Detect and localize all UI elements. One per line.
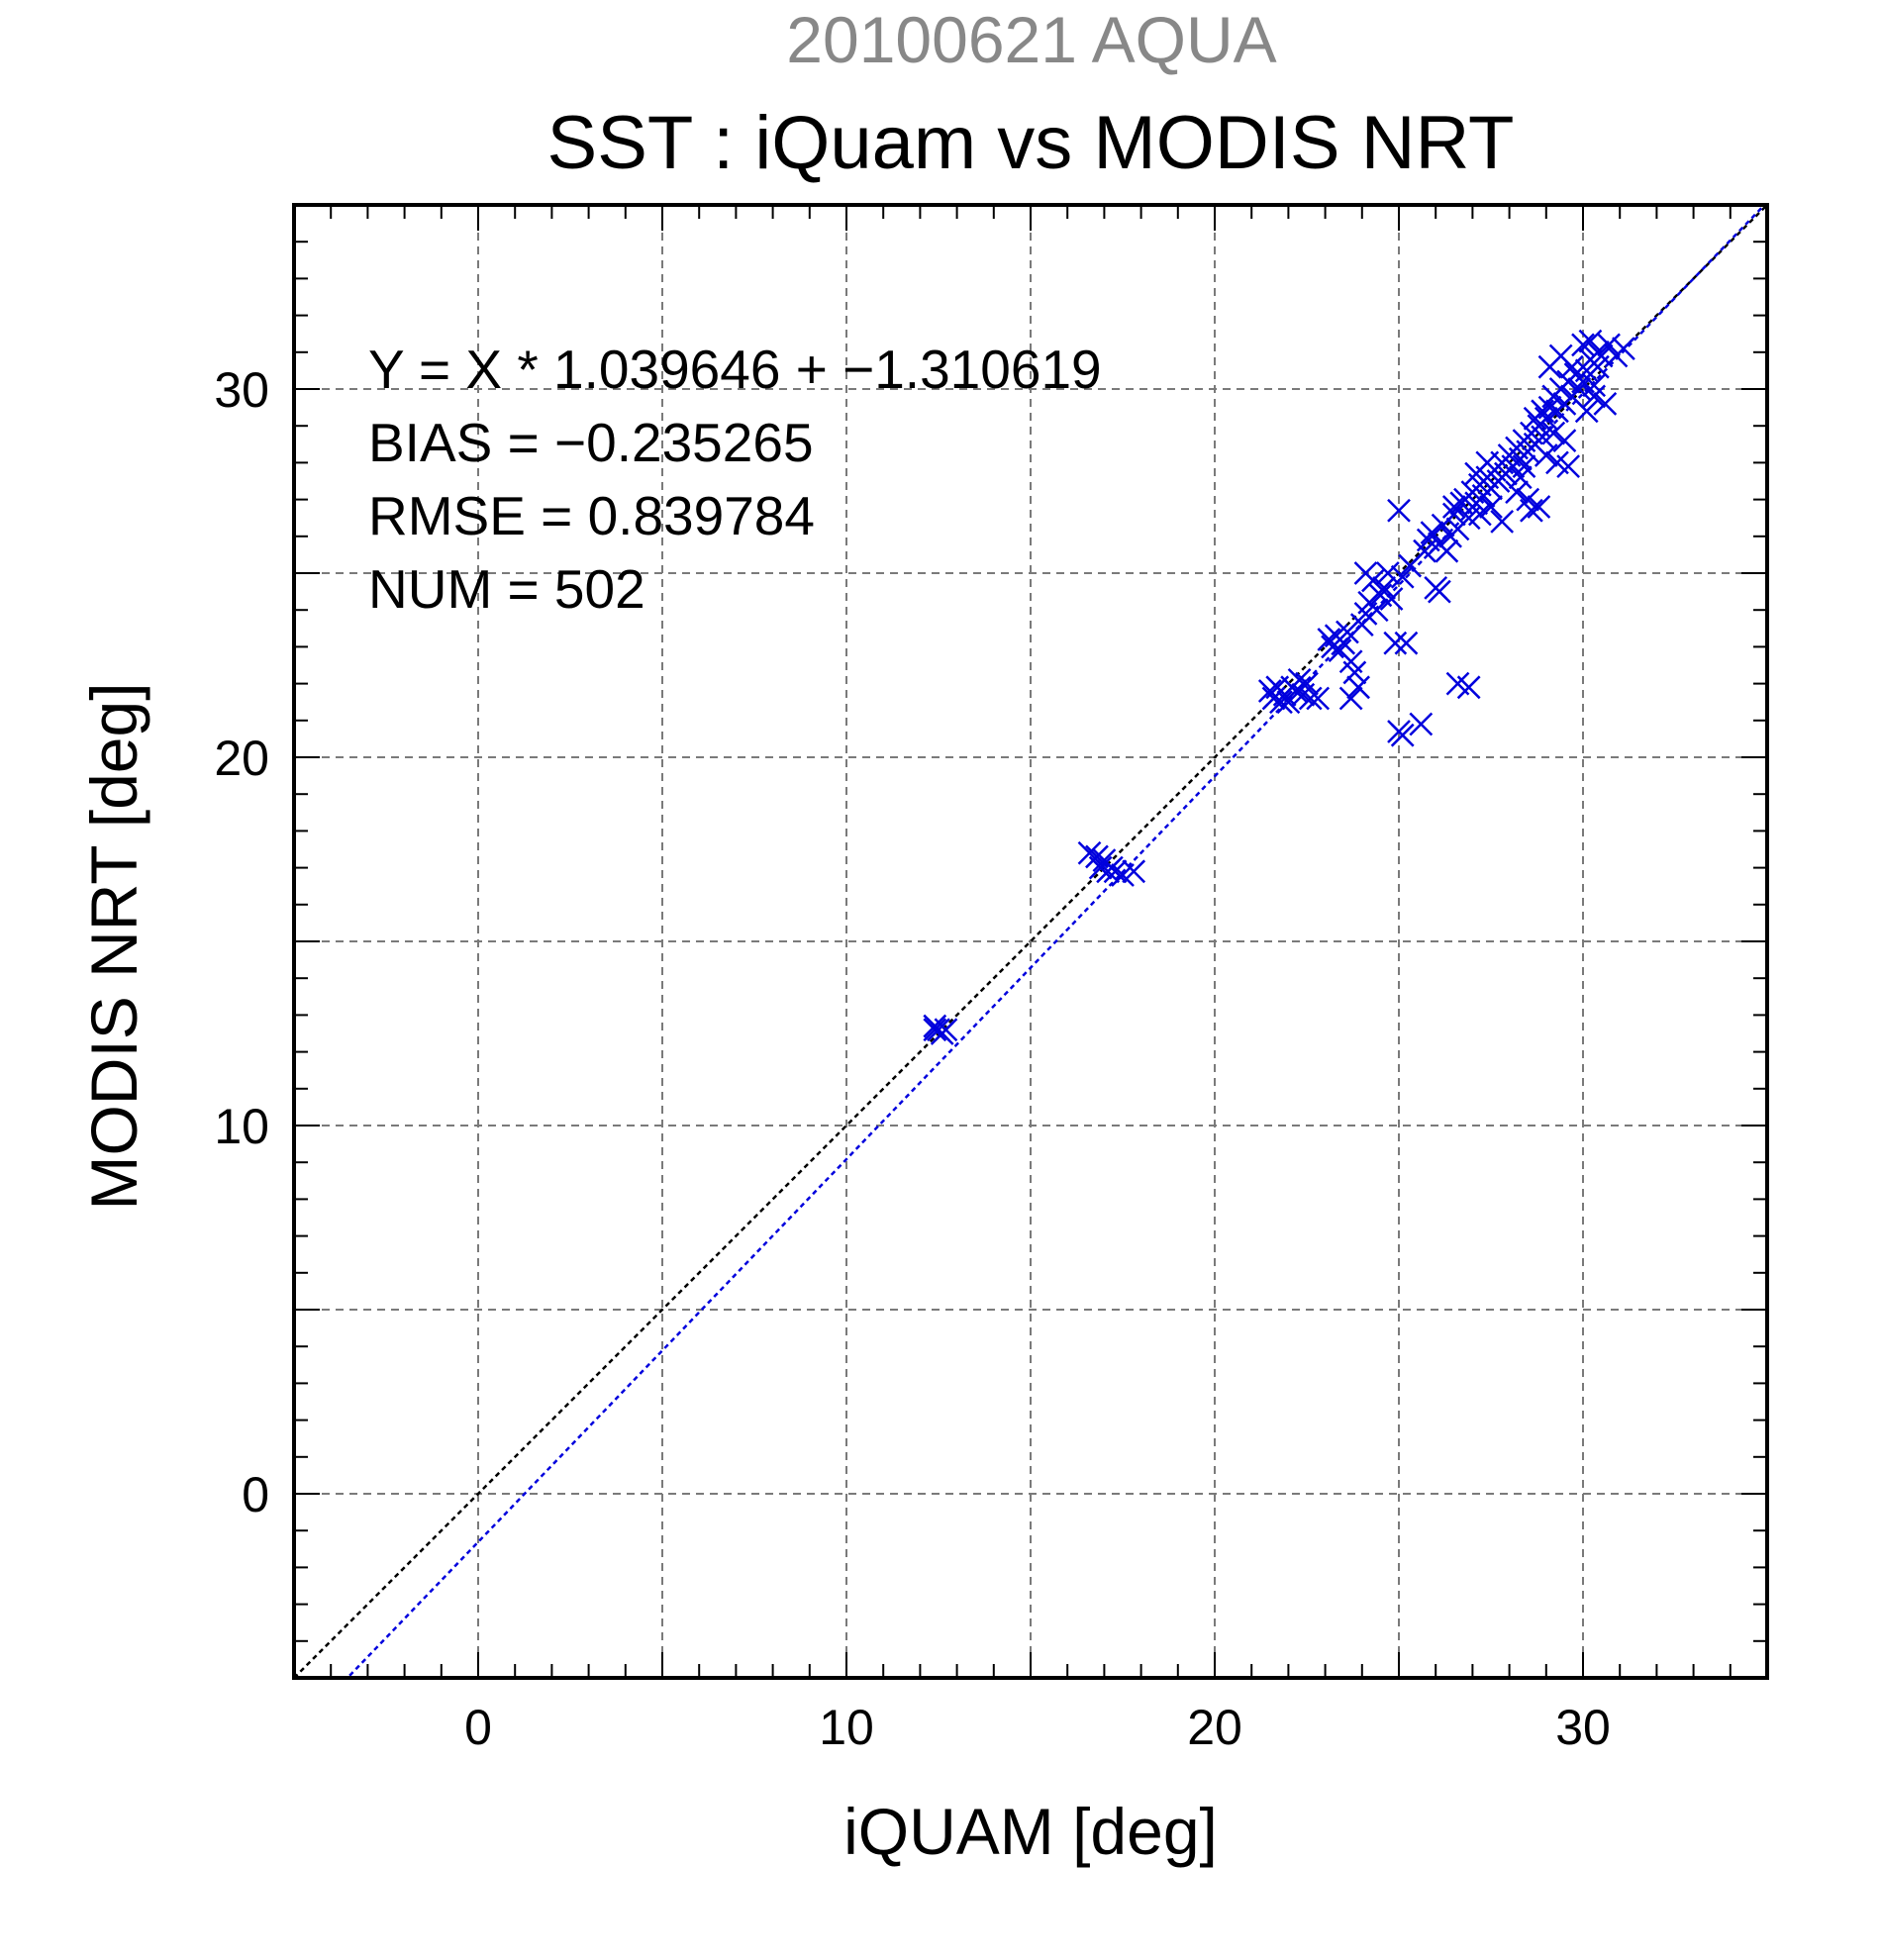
stats-annotations: Y = X * 1.039646 + −1.310619 BIAS = −0.23… [368,339,1102,620]
data-point [1383,631,1408,655]
stats-line: RMSE = 0.839784 [368,485,815,546]
data-point [1261,686,1286,711]
data-point [1375,561,1400,585]
x-axis-label: iQUAM [deg] [843,1795,1218,1868]
x-tick-label: 20 [1187,1700,1242,1755]
data-point [1077,840,1102,865]
x-tick-labels: 0 10 20 30 [464,1700,1611,1755]
data-point [1387,498,1411,523]
data-point [1582,384,1607,409]
y-axis-label: MODIS NRT [deg] [77,682,150,1210]
chart-subtitle: 20100621 AQUA [786,3,1276,76]
data-point [1428,579,1451,604]
data-point [1295,671,1319,696]
data-point [1475,450,1500,475]
data-point [1559,354,1584,379]
y-tick-label: 10 [214,1099,269,1154]
data-point [1593,391,1618,416]
grid-lines [294,205,1767,1678]
data-point [1612,337,1635,360]
data-point [1441,495,1466,519]
data-point [1122,859,1146,884]
stats-line: BIAS = −0.235265 [368,412,814,473]
x-tick-label: 0 [464,1700,492,1755]
stats-line: Y = X * 1.039646 + −1.310619 [368,339,1102,400]
data-point [1321,635,1344,659]
data-point [1582,373,1607,398]
data-point [1361,568,1385,593]
y-tick-labels: 0 10 20 30 [214,362,269,1522]
plot-frame [292,203,1769,1680]
minor-ticks [294,205,1767,1678]
data-point [1409,712,1434,736]
x-tick-label: 30 [1555,1700,1611,1755]
data-point [1269,690,1293,715]
data-point [1276,690,1301,715]
data-point [1512,454,1536,479]
data-point [1527,495,1551,519]
data-point [1490,510,1515,534]
data-point [1372,575,1397,600]
data-point [1585,340,1610,364]
data-point [1597,333,1621,357]
data-point [1541,421,1566,445]
data-point [1342,660,1367,685]
data-point [1505,480,1529,505]
data-point [1534,443,1558,467]
data-point [1390,564,1415,589]
data-point [1578,329,1603,353]
data-point [1556,454,1581,479]
data-point [934,1018,958,1042]
data-point [1379,587,1404,611]
data-point [1571,333,1595,357]
data-point [1088,855,1113,880]
data-point [1364,598,1389,623]
data-point [1574,399,1599,424]
data-point [1420,521,1444,544]
x-tick-label: 10 [819,1700,874,1755]
data-point [1298,686,1323,711]
data-point [923,1018,947,1042]
y-tick-label: 30 [214,362,269,418]
data-point [1346,675,1370,700]
data-point [1283,679,1308,703]
data-point [1567,377,1592,401]
regression-line [346,205,1766,1678]
data-point [1520,498,1543,523]
data-points [923,329,1635,1045]
y-tick-label: 20 [214,731,269,786]
data-point [1467,502,1492,527]
data-point [1338,686,1363,711]
data-point [1479,495,1503,519]
data-point [1394,631,1419,655]
data-point [1456,675,1481,700]
reference-lines [294,205,1767,1678]
data-point [1306,686,1331,711]
y-tick-label: 0 [242,1467,269,1522]
data-point [1435,539,1459,563]
data-point [1390,723,1415,747]
data-point [1441,502,1466,527]
stats-line: NUM = 502 [368,558,645,620]
data-point [1099,855,1124,880]
data-point [1552,429,1577,452]
chart-title: SST : iQuam vs MODIS NRT [547,101,1515,185]
